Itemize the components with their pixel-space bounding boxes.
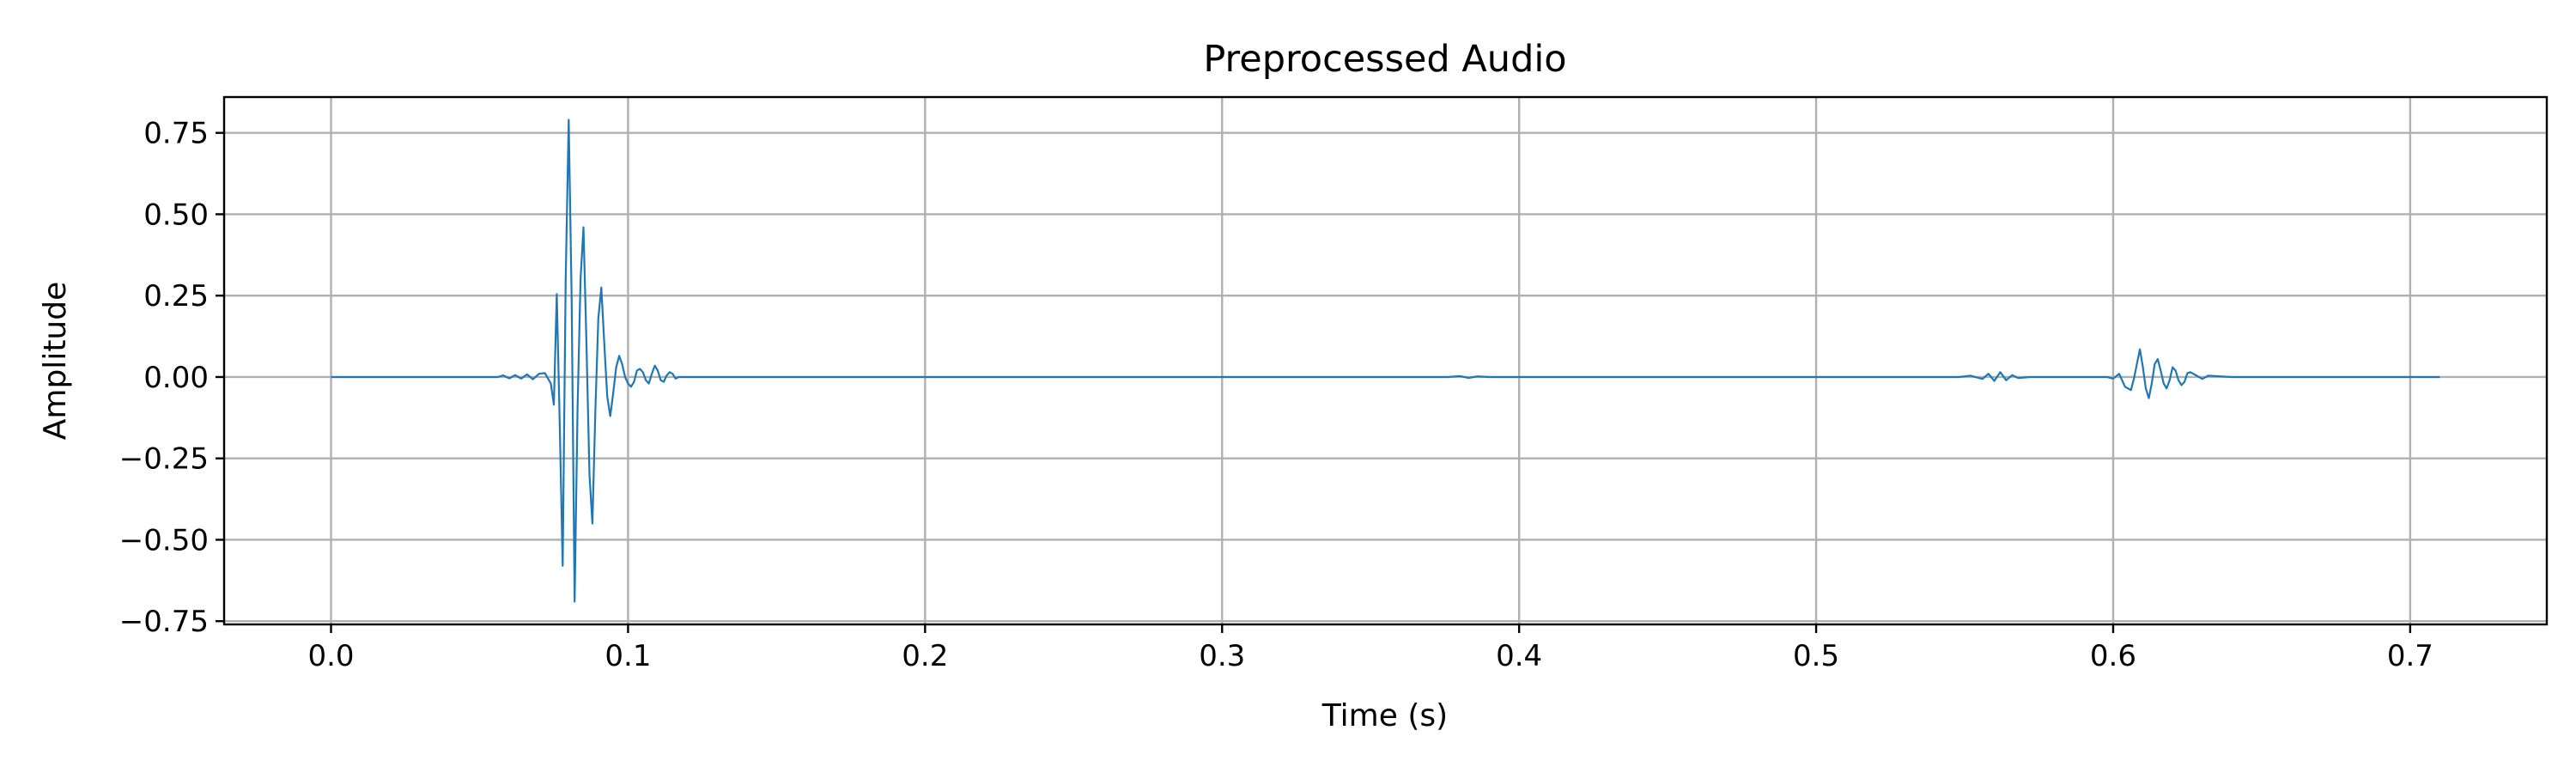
y-axis-ticks: 0.75 0.50 0.25 0.00 −0.25 −0.50 −0.75 <box>119 117 224 639</box>
x-tick-label: 0.7 <box>2387 639 2433 673</box>
x-tick-label: 0.0 <box>307 639 354 673</box>
waveform-line <box>331 119 2440 603</box>
y-tick-label: 0.50 <box>143 198 209 232</box>
y-tick-label: −0.25 <box>119 442 209 477</box>
x-tick-label: 0.5 <box>1793 639 1839 673</box>
y-tick-label: −0.50 <box>119 523 209 557</box>
y-tick-label: 0.25 <box>143 279 209 313</box>
x-axis-label: Time (s) <box>1321 698 1448 733</box>
x-tick-label: 0.4 <box>1496 639 1542 673</box>
x-tick-label: 0.3 <box>1199 639 1245 673</box>
y-axis-label: Amplitude <box>38 282 73 440</box>
x-tick-label: 0.2 <box>902 639 948 673</box>
x-tick-label: 0.1 <box>605 639 651 673</box>
chart-title: Preprocessed Audio <box>1203 38 1566 81</box>
series-layer <box>331 119 2440 603</box>
x-tick-label: 0.6 <box>2090 639 2136 673</box>
y-tick-label: 0.75 <box>143 117 209 151</box>
plot-frame <box>222 95 2549 626</box>
y-tick-label: 0.00 <box>143 361 209 395</box>
grid-lines <box>224 97 2547 624</box>
x-axis-ticks: 0.0 0.1 0.2 0.3 0.4 0.5 0.6 0.7 <box>307 624 2433 673</box>
y-tick-label: −0.75 <box>119 605 209 639</box>
